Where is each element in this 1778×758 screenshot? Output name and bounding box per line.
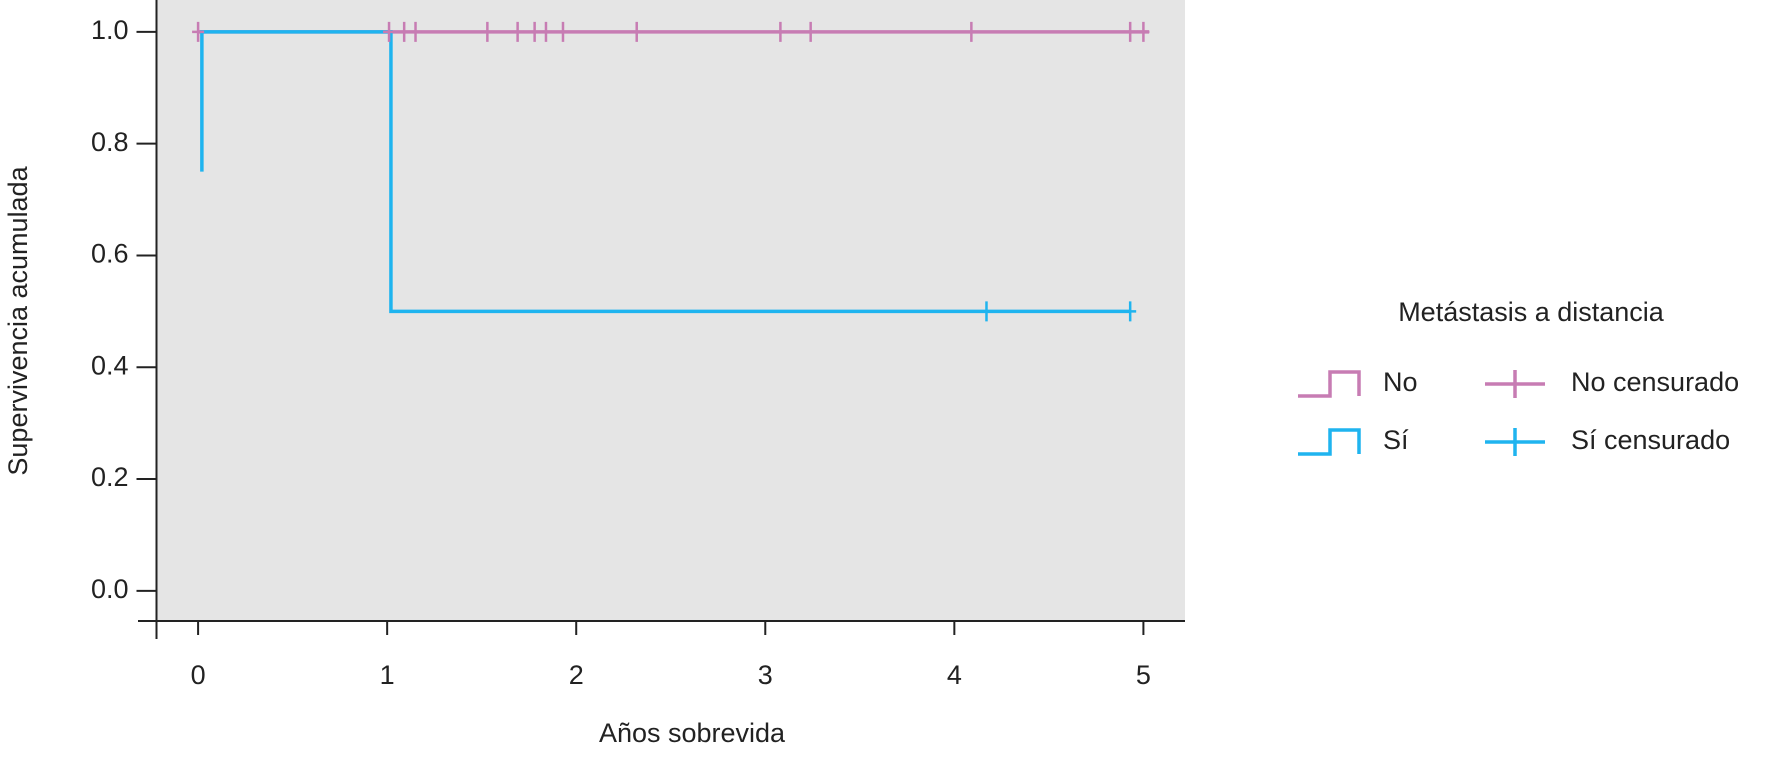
censor-mark (511, 21, 524, 42)
censor-mark (481, 21, 494, 42)
y-axis-label: Supervivencia acumulada (3, 165, 33, 475)
legend-label: Sí (1383, 425, 1409, 455)
censor-mark (630, 21, 643, 42)
censor-mark (398, 21, 411, 42)
x-tick-label: 2 (569, 660, 584, 690)
censor-mark (1124, 21, 1137, 42)
censor-mark (556, 21, 569, 42)
censor-mark (965, 21, 978, 42)
legend-label: No (1383, 367, 1418, 397)
y-tick-label: 0.6 (91, 239, 129, 269)
censor-mark (774, 21, 787, 42)
legend-title: Metástasis a distancia (1398, 297, 1665, 327)
x-tick-label: 5 (1136, 660, 1151, 690)
legend-label: Sí censurado (1571, 425, 1730, 455)
legend-swatch (1485, 428, 1545, 456)
legend-swatch (1485, 370, 1545, 398)
legend-label: No censurado (1571, 367, 1739, 397)
censor-mark (980, 301, 993, 322)
x-axis-label: Años sobrevida (599, 718, 786, 748)
x-tick-label: 4 (947, 660, 962, 690)
censor-mark (528, 21, 541, 42)
y-tick-label: 0.2 (91, 462, 129, 492)
y-tick-label: 1.0 (91, 15, 129, 45)
x-tick-label: 0 (191, 660, 206, 690)
censor-mark (192, 21, 205, 42)
censor-mark (1137, 21, 1150, 42)
censor-mark (1124, 301, 1137, 322)
censor-mark (383, 21, 396, 42)
legend-swatch (1298, 370, 1361, 398)
y-tick-label: 0.8 (91, 127, 129, 157)
censor-mark (804, 21, 817, 42)
y-tick-label: 0.4 (91, 350, 129, 380)
x-tick-label: 3 (758, 660, 773, 690)
censor-mark (409, 21, 422, 42)
y-tick-label: 0.0 (91, 574, 129, 604)
x-tick-label: 1 (380, 660, 395, 690)
censor-mark (539, 21, 552, 42)
legend-swatch (1298, 428, 1361, 456)
